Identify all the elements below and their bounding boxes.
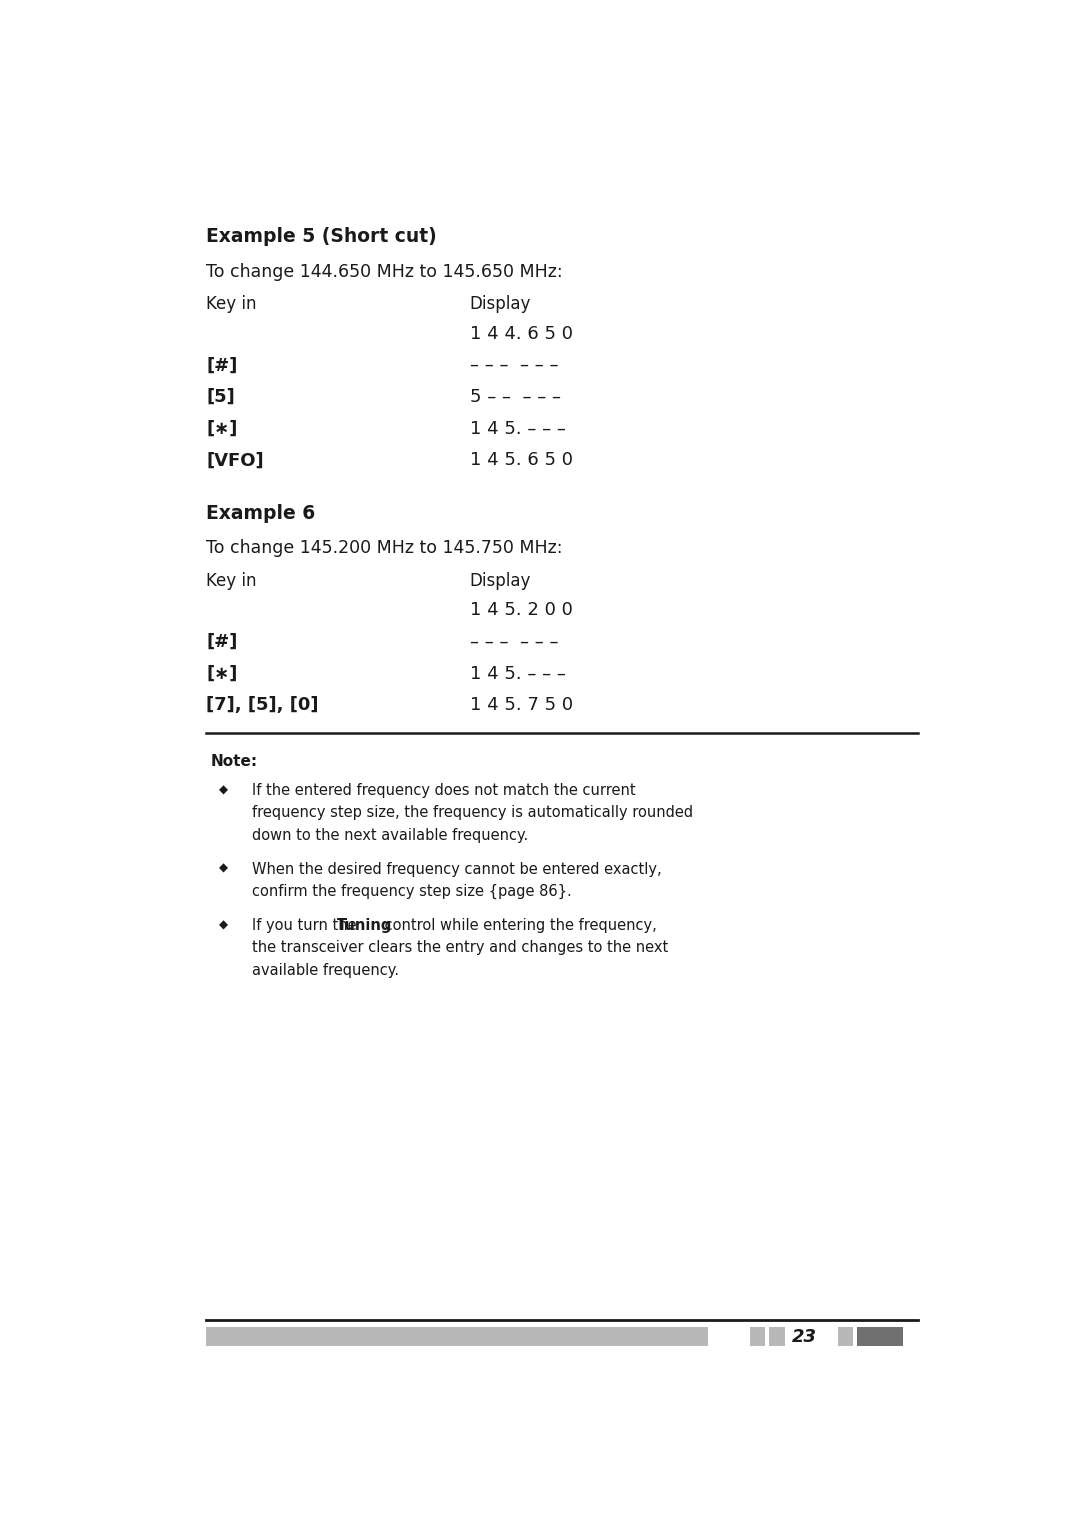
Text: Key in: Key in bbox=[206, 295, 257, 314]
Text: [VFO]: [VFO] bbox=[206, 451, 264, 469]
Text: available frequency.: available frequency. bbox=[253, 963, 400, 978]
Bar bbox=[769, 1328, 784, 1346]
Text: Note:: Note: bbox=[211, 754, 257, 769]
Text: 1 4 5. – – –: 1 4 5. – – – bbox=[470, 420, 566, 437]
Text: 1 4 5. – – –: 1 4 5. – – – bbox=[470, 664, 566, 682]
Text: confirm the frequency step size {page 86}.: confirm the frequency step size {page 86… bbox=[253, 883, 572, 899]
Text: If the entered frequency does not match the current: If the entered frequency does not match … bbox=[253, 783, 636, 798]
Text: To change 145.200 MHz to 145.750 MHz:: To change 145.200 MHz to 145.750 MHz: bbox=[206, 539, 563, 557]
Text: 23: 23 bbox=[792, 1328, 818, 1346]
Text: Display: Display bbox=[470, 295, 531, 314]
Bar bbox=[751, 1328, 766, 1346]
Text: 1 4 5. 2 0 0: 1 4 5. 2 0 0 bbox=[470, 602, 572, 620]
Text: To change 144.650 MHz to 145.650 MHz:: To change 144.650 MHz to 145.650 MHz: bbox=[206, 262, 563, 280]
Text: [∗]: [∗] bbox=[206, 664, 238, 682]
Text: control while entering the frequency,: control while entering the frequency, bbox=[380, 918, 657, 934]
Text: Key in: Key in bbox=[206, 573, 257, 589]
Text: [#]: [#] bbox=[206, 634, 238, 650]
Text: [#]: [#] bbox=[206, 356, 238, 375]
Text: Example 6: Example 6 bbox=[206, 504, 315, 522]
Text: If you turn the: If you turn the bbox=[253, 918, 362, 934]
Text: 1 4 5. 7 5 0: 1 4 5. 7 5 0 bbox=[470, 696, 572, 714]
Text: – – –  – – –: – – – – – – bbox=[470, 356, 558, 375]
Text: [5]: [5] bbox=[206, 388, 234, 407]
Text: – – –  – – –: – – – – – – bbox=[470, 634, 558, 650]
Text: down to the next available frequency.: down to the next available frequency. bbox=[253, 829, 528, 842]
Text: ◆: ◆ bbox=[218, 862, 228, 874]
Text: 1 4 4. 6 5 0: 1 4 4. 6 5 0 bbox=[470, 324, 572, 343]
Bar bbox=[206, 1328, 708, 1346]
Text: ◆: ◆ bbox=[218, 783, 228, 797]
Bar bbox=[858, 1328, 903, 1346]
Text: [∗]: [∗] bbox=[206, 420, 238, 437]
Text: Tuning: Tuning bbox=[337, 918, 392, 934]
Text: the transceiver clears the entry and changes to the next: the transceiver clears the entry and cha… bbox=[253, 940, 669, 955]
Bar bbox=[838, 1328, 853, 1346]
Text: ◆: ◆ bbox=[218, 918, 228, 931]
Text: [7], [5], [0]: [7], [5], [0] bbox=[206, 696, 319, 714]
Text: 1 4 5. 6 5 0: 1 4 5. 6 5 0 bbox=[470, 451, 572, 469]
Text: frequency step size, the frequency is automatically rounded: frequency step size, the frequency is au… bbox=[253, 806, 693, 821]
Text: Display: Display bbox=[470, 573, 531, 589]
Text: When the desired frequency cannot be entered exactly,: When the desired frequency cannot be ent… bbox=[253, 862, 662, 877]
Text: Example 5 (Short cut): Example 5 (Short cut) bbox=[206, 227, 437, 247]
Text: 5 – –  – – –: 5 – – – – – bbox=[470, 388, 561, 407]
